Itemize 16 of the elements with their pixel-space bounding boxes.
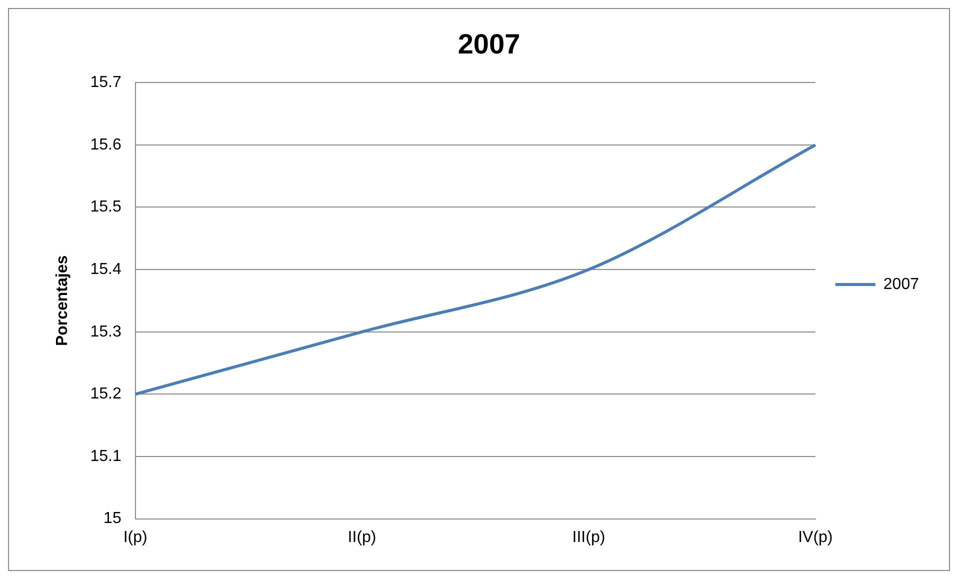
y-tick-label: 15.4 [90, 260, 122, 278]
y-tick-label: 15.3 [90, 323, 122, 340]
y-tick-label: 15.2 [90, 386, 122, 403]
y-tick-label: 15.5 [90, 198, 122, 216]
x-tick-label: I(p) [123, 528, 148, 546]
chart-title: 2007 [458, 28, 520, 60]
legend-label: 2007 [883, 276, 920, 293]
x-tick-label: II(p) [348, 528, 376, 546]
y-tick-label: 15.6 [90, 136, 122, 154]
y-tick-label: 15.1 [90, 448, 122, 465]
x-tick-label: IV(p) [798, 528, 833, 546]
line-series [134, 143, 817, 396]
x-tick-label: III(p) [572, 528, 606, 546]
y-axis-title: Porcentajes [54, 255, 72, 346]
y-tick-label: 15.7 [90, 74, 122, 92]
y-tick-label: 15 [104, 510, 122, 528]
